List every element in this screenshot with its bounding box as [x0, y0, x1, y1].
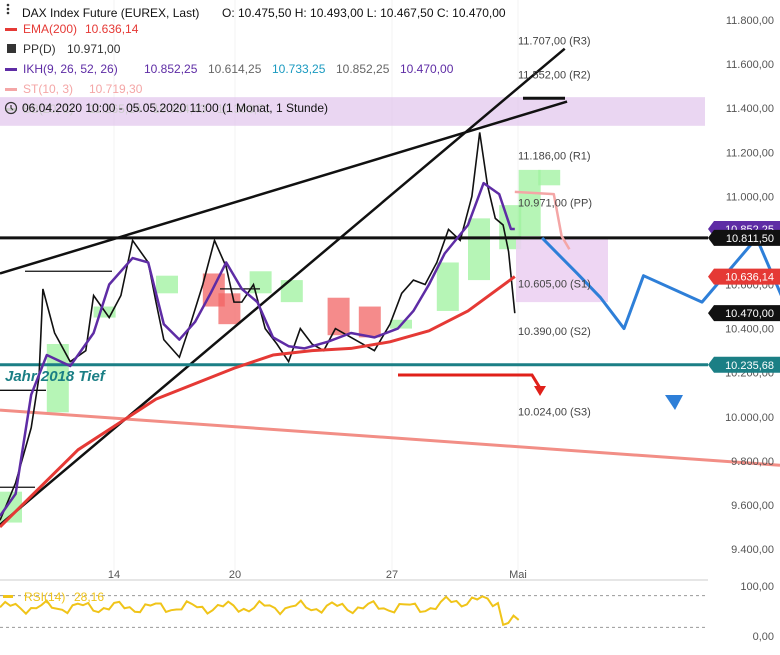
cloud-segment [327, 297, 350, 336]
price-tag: 10.811,50 [708, 229, 780, 246]
legend-label: EMA(200) [23, 22, 77, 36]
y-tick-label: 11.600,00 [726, 59, 774, 71]
legend-value: 10.470,00 [400, 62, 454, 76]
price-tag: 10.470,00 [708, 305, 780, 322]
legend-marker [7, 44, 16, 53]
price-tag-bg [708, 305, 780, 322]
legend-value: 10.971,00 [67, 42, 121, 56]
chart-title: DAX Index Future (EUREX, Last) [22, 6, 199, 20]
price-tag-bg [708, 268, 780, 285]
x-tick-label: Mai [509, 569, 527, 581]
cloud-segment [249, 271, 272, 294]
y-tick-label: 9.400,00 [731, 544, 774, 556]
rsi-value: 28,16 [74, 590, 104, 604]
legend-value: 10.852,25 [144, 62, 198, 76]
y-tick-label: 10.000,00 [725, 412, 774, 424]
legend-label: BB(20, 2) [23, 102, 74, 116]
legend-marker [5, 28, 17, 31]
red-arrow [398, 373, 542, 389]
legend-marker [5, 68, 17, 71]
price-tag: 10.636,14 [708, 268, 780, 285]
dot [6, 7, 10, 11]
legend-value: 10.719,30 [89, 82, 143, 96]
price-tag-label: 10.811,50 [726, 233, 774, 245]
legend-label: ST(10, 3) [23, 82, 73, 96]
pivot-label-pp: 10.971,00 (PP) [518, 198, 592, 210]
dots-menu-icon [6, 3, 10, 15]
pivot-label-s2: 10.390,00 (S2) [518, 326, 591, 338]
pivot-label-s1: 10.605,00 (S1) [518, 278, 591, 290]
rsi-label: RSI(14) [24, 590, 65, 604]
y-tick-label: 11.000,00 [726, 191, 774, 203]
legend-value: 10.852,25 [336, 62, 390, 76]
legend-marker [5, 108, 17, 111]
cloud-segment [156, 275, 178, 294]
y-tick-label: 11.200,00 [726, 147, 774, 159]
legend-label: IKH(9, 26, 52, 26) [23, 62, 118, 76]
clock-hands [10, 105, 14, 111]
price-candles [0, 132, 516, 521]
y-tick-label: 10.400,00 [725, 324, 774, 336]
resistance-zone-upper [0, 97, 705, 126]
annotation-2018-low: Jahr 2018 Tief [5, 368, 107, 385]
dot [6, 11, 10, 15]
x-tick-label: 14 [108, 569, 120, 581]
price-tag: 10.235,68 [708, 356, 780, 373]
rsi-legend-swatch [3, 595, 13, 598]
legend-value: 11.265,14 [89, 102, 142, 116]
legend-marker [5, 88, 17, 91]
trendline-steep-support [0, 47, 566, 526]
date-range-label: 06.04.2020 10:00 - 05.05.2020 11:00 (1 M… [22, 101, 328, 115]
pivot-label-r2: 11.552,00 (R2) [518, 70, 591, 82]
series-ema-200- [0, 275, 516, 529]
pivot-label-r3: 11.707,00 (R3) [518, 35, 591, 47]
legend-value: 10.733,25 [272, 62, 326, 76]
trendline-upper-channel [0, 100, 568, 275]
cloud-segment [468, 218, 490, 281]
legend-value: 10.614,25 [208, 62, 262, 76]
clock-face [4, 101, 18, 115]
rsi-tick-label: 0,00 [753, 631, 774, 643]
y-tick-label: 11.400,00 [726, 103, 774, 115]
cloud-segment [218, 293, 241, 325]
legend-label: PP(D) [23, 42, 56, 56]
y-tick-label: 9.800,00 [731, 456, 774, 468]
x-tick-label: 27 [386, 569, 398, 581]
series-st-10-3- [514, 190, 571, 250]
legend-value: 10.303,71 [217, 102, 271, 116]
trendline-long-term-down [0, 408, 780, 467]
cloud-segment [0, 491, 22, 523]
price-tag-label: 10.470,00 [725, 308, 774, 320]
forecast-path [541, 236, 780, 331]
cloud-segment [518, 169, 541, 237]
red-arrow-head [534, 386, 546, 396]
price-tag-bg [708, 356, 780, 373]
x-tick-label: 20 [229, 569, 241, 581]
clock-icon [4, 101, 18, 115]
rsi-tick-label: 100,00 [740, 581, 774, 593]
y-tick-label: 11.800,00 [726, 15, 774, 27]
price-tag-bg [708, 229, 780, 246]
dot [6, 3, 10, 7]
legend-value: 10.636,14 [85, 22, 139, 36]
cloud-segment [46, 344, 69, 413]
series-ikh [0, 181, 515, 517]
y-tick-label: 9.600,00 [731, 500, 774, 512]
price-tag-label: 10.235,68 [725, 360, 774, 372]
rsi-line [0, 595, 520, 627]
cloud-segment [280, 280, 303, 303]
pivot-label-s3: 10.024,00 (S3) [518, 406, 591, 418]
pivot-label-r1: 11.186,00 (R1) [518, 150, 591, 162]
cloud-segment [538, 169, 561, 186]
legend-value: 10.784,43 [153, 102, 207, 116]
ohlc-readout: O: 10.475,50 H: 10.493,00 L: 10.467,50 C… [222, 6, 506, 20]
cloud-segment [436, 262, 459, 311]
cloud-segment [358, 306, 381, 338]
forecast-arrow-head [665, 395, 683, 410]
price-tag-label: 10.636,14 [725, 272, 774, 284]
